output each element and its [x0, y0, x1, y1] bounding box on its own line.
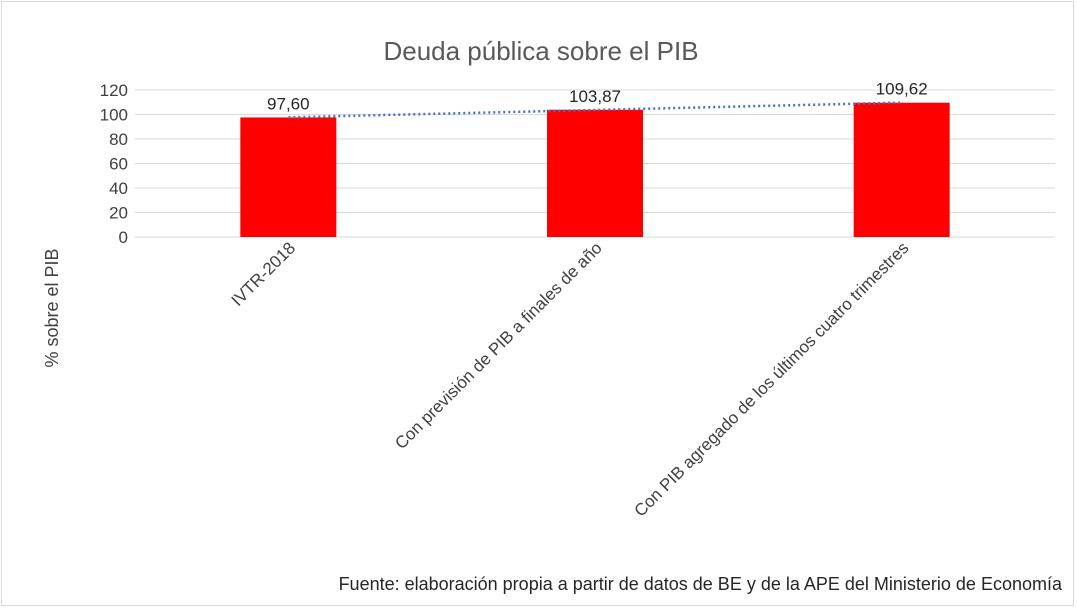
- data-label: 109,62: [876, 80, 928, 99]
- category-label: Con PIB agregado de los últimos cuatro t…: [630, 238, 912, 520]
- category-label: Con previsión de PIB a finales de año: [391, 238, 606, 453]
- bars: [240, 102, 950, 237]
- y-tick-label: 120: [100, 81, 128, 100]
- bar: [853, 102, 950, 237]
- category-labels: IVTR-2018 Con previsión de PIB a finales …: [228, 238, 913, 520]
- trendline-layer: [288, 101, 902, 119]
- data-labels: 97,60 103,87 109,62: [267, 80, 928, 114]
- y-axis-ticks: 0 20 40 60 80 100 120: [100, 81, 128, 247]
- y-tick-label: 0: [119, 228, 128, 247]
- bar: [547, 109, 643, 237]
- data-label: 103,87: [569, 87, 621, 106]
- chart-title: Deuda pública sobre el PIB: [383, 36, 698, 66]
- trendline: [288, 101, 902, 119]
- y-tick-label: 100: [100, 106, 128, 125]
- y-axis-label: % sobre el PIB: [42, 248, 62, 367]
- data-label: 97,60: [267, 94, 310, 113]
- y-tick-label: 80: [109, 130, 128, 149]
- category-label: IVTR-2018: [228, 238, 300, 310]
- y-tick-label: 60: [109, 155, 128, 174]
- source-note: Fuente: elaboración propia a partir de d…: [339, 574, 1063, 594]
- y-tick-label: 20: [109, 204, 128, 223]
- bar: [240, 117, 337, 237]
- y-tick-label: 40: [109, 179, 128, 198]
